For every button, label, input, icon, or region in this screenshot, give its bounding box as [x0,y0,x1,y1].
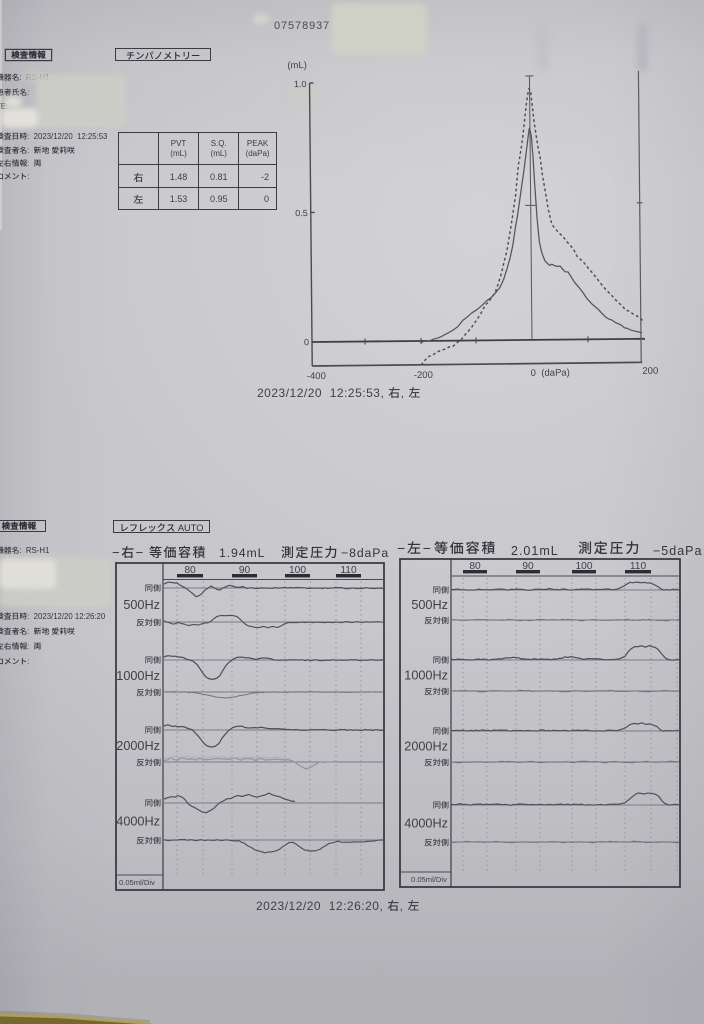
svg-text:90: 90 [239,561,251,576]
svg-text:500Hz: 500Hz [411,594,448,613]
svg-text:2000Hz: 2000Hz [404,736,448,755]
svg-text:同側: 同側 [145,724,161,736]
svg-text:200: 200 [642,363,658,377]
svg-text:同側: 同側 [145,582,161,594]
svg-text:0: 0 [531,365,536,379]
svg-text:反対側: 反対側 [424,615,449,627]
svg-text:110: 110 [340,561,357,576]
svg-text:反対側: 反対側 [424,837,449,849]
svg-text:(daPa): (daPa) [541,365,570,379]
svg-text:4000Hz: 4000Hz [404,813,448,832]
svg-text:90: 90 [522,557,534,572]
svg-text:1000Hz: 1000Hz [116,665,160,684]
svg-text:-400: -400 [307,368,326,382]
svg-text:反対側: 反対側 [136,617,161,629]
svg-text:反対側: 反対側 [136,835,161,847]
svg-text:0.5: 0.5 [295,206,308,219]
svg-text:反対側: 反対側 [424,757,449,769]
svg-text:同側: 同側 [145,797,161,809]
svg-text:同側: 同側 [433,584,449,596]
svg-text:0.05ml/Div: 0.05ml/Div [119,877,155,888]
svg-text:0: 0 [304,335,309,348]
svg-text:100: 100 [576,557,593,572]
svg-text:反対側: 反対側 [136,757,161,769]
svg-text:-200: -200 [414,367,433,381]
svg-text:同側: 同側 [433,725,449,737]
svg-text:同側: 同側 [433,799,449,811]
svg-text:同側: 同側 [145,654,161,666]
svg-text:0.05ml/Div: 0.05ml/Div [411,874,447,885]
svg-text:(mL): (mL) [287,57,307,71]
svg-text:100: 100 [289,561,306,576]
svg-text:1.0: 1.0 [294,77,307,90]
svg-text:反対側: 反対側 [424,686,449,698]
svg-text:80: 80 [184,561,196,576]
svg-text:500Hz: 500Hz [123,594,160,613]
svg-text:1000Hz: 1000Hz [404,665,448,684]
svg-text:4000Hz: 4000Hz [116,811,160,830]
svg-text:2000Hz: 2000Hz [116,735,160,754]
svg-text:80: 80 [469,557,481,572]
svg-text:反対側: 反対側 [136,687,161,699]
svg-text:110: 110 [630,557,647,572]
svg-text:同側: 同側 [433,654,449,666]
